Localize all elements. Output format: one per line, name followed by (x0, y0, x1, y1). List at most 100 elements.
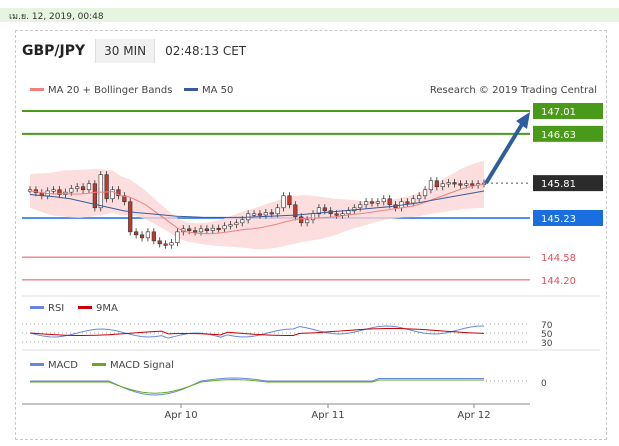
candle-body (175, 231, 180, 243)
candle-body (293, 204, 298, 218)
bollinger-band-area (30, 160, 484, 250)
x-axis-ticks: Apr 10 Apr 11 Apr 12 (164, 404, 491, 421)
price-levels: 147.01 146.63 145.81 145.23 144.58 144.20 (22, 103, 603, 287)
candle-body (387, 198, 392, 206)
candle-body (122, 195, 127, 203)
candle-body (187, 228, 192, 231)
ma50-legend-label: MA 50 (202, 85, 233, 96)
macd-zero-label: 0 (541, 379, 547, 389)
candle-body (57, 189, 62, 195)
research-credit: Research © 2019 Trading Central (430, 85, 597, 96)
candle-body (228, 224, 233, 227)
timeframe-selector[interactable]: 30 MIN (95, 39, 156, 63)
macd-signal-line (30, 379, 484, 394)
candle-body (269, 212, 274, 215)
candle-body (192, 230, 198, 233)
forecast-arrow-shaft (484, 119, 526, 185)
candle-body (263, 212, 268, 216)
candle-body (169, 242, 174, 246)
level-value-144.20: 144.20 (541, 276, 576, 287)
forecast-arrow-head (516, 112, 530, 129)
rsi-legend-label: RSI (48, 303, 64, 314)
macd-signal-legend-swatch (92, 363, 106, 366)
candle-body (458, 183, 463, 186)
candle-body (417, 195, 422, 200)
rsi-level-label-70: 70 (541, 321, 553, 331)
candle-body (198, 228, 204, 233)
level-value-146.63: 146.63 (541, 130, 576, 141)
candle-body (375, 201, 380, 204)
date-bar: เม.ย. 12, 2019, 00:48 (0, 8, 619, 22)
candle-body (110, 189, 115, 200)
candle-body (86, 183, 92, 191)
candle-body (204, 228, 209, 231)
level-tag-145.23 (533, 210, 603, 226)
x-tick-label: Apr 10 (164, 410, 197, 421)
candle-body (275, 207, 280, 215)
macd-line (30, 377, 484, 396)
candle-body (405, 201, 410, 204)
chart-time: 02:48:13 CET (165, 44, 247, 58)
candle-body (210, 227, 215, 231)
rsi-9ma-legend-swatch (78, 306, 92, 309)
candle-body (363, 201, 369, 206)
candle-body (151, 231, 156, 242)
candle-body (216, 227, 221, 231)
candle-body (116, 189, 121, 197)
candle-body (340, 213, 345, 216)
candle-body (281, 195, 286, 209)
bollinger-bands (30, 160, 484, 250)
candle-body (104, 174, 109, 200)
candle-body (440, 183, 445, 188)
ma20-legend-label: MA 20 + Bollinger Bands (48, 85, 172, 96)
rsi-9ma-line (29, 328, 485, 336)
candle-body (128, 201, 133, 233)
candle-body (381, 198, 386, 203)
candle-body (464, 183, 469, 186)
macd-legend-label: MACD (48, 360, 78, 371)
ma20-legend-swatch (30, 88, 44, 91)
candle-body (234, 222, 239, 225)
level-value-145.23: 145.23 (541, 214, 576, 225)
candle-body (422, 189, 428, 197)
candle-body (51, 189, 56, 192)
candle-body (310, 213, 316, 221)
candle-body (358, 204, 363, 209)
x-tick-label: Apr 11 (311, 410, 344, 421)
candle-body (470, 183, 475, 186)
candle-body (346, 210, 351, 215)
forecast-arrow (484, 112, 530, 185)
rsi-level-label-30: 30 (541, 339, 553, 349)
level-tag-145.81 (533, 175, 603, 192)
x-tick-label: Apr 12 (457, 410, 490, 421)
candle-body (369, 201, 375, 204)
rsi-line (29, 325, 485, 339)
ma50-legend-swatch (184, 88, 198, 91)
candle-body (251, 213, 257, 216)
ma50-line (29, 190, 485, 218)
rsi-9ma-legend-label: 9MA (96, 303, 118, 314)
candle-body (163, 243, 168, 246)
candle-body (75, 186, 80, 189)
macd-signal-legend-label: MACD Signal (110, 360, 174, 371)
candle-body (157, 240, 162, 245)
chart-header: GBP/JPY 30 MIN 02:48:13 CET (22, 38, 246, 64)
level-value-147.01: 147.01 (541, 107, 576, 118)
candle-body (69, 188, 74, 193)
level-tag-147.01 (533, 103, 603, 119)
candle-body (139, 234, 145, 239)
candle-body (145, 231, 151, 239)
candle-body (98, 174, 103, 209)
candle-body (222, 225, 227, 230)
candle-body (446, 182, 451, 185)
candle-body (452, 182, 457, 185)
level-value-145.81: 145.81 (541, 179, 576, 190)
rsi-level-label-50: 50 (541, 330, 553, 340)
candle-body (257, 213, 263, 216)
candle-body (134, 231, 139, 236)
moving-averages (29, 183, 485, 235)
rsi-legend-swatch (30, 306, 44, 309)
candle-body (80, 186, 86, 191)
candle-body (428, 180, 434, 191)
